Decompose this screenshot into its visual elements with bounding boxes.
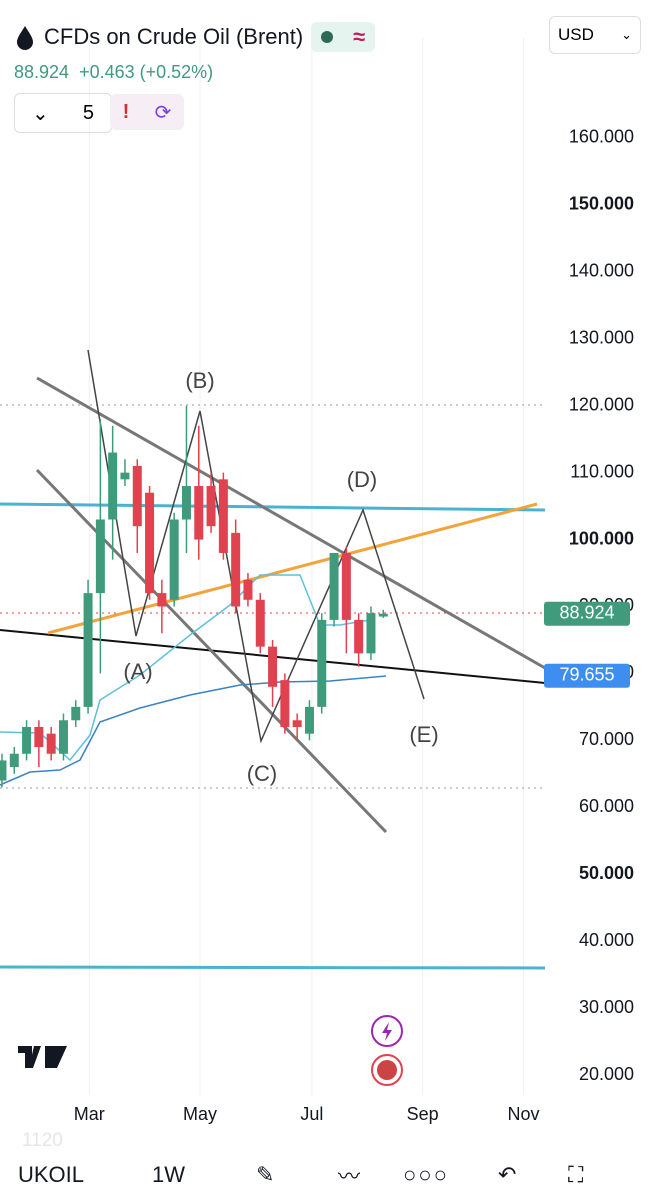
status-badge[interactable]: ≈ xyxy=(311,22,376,52)
price-label-box xyxy=(544,601,630,626)
candle-body xyxy=(0,760,7,781)
horizontal-line xyxy=(0,965,546,970)
candle-body xyxy=(206,486,216,527)
draw-tool[interactable]: ✎ xyxy=(256,1162,275,1187)
candle-body xyxy=(329,552,339,620)
horizontal-line xyxy=(0,502,546,512)
indicators-tool[interactable]: 〰 xyxy=(338,1164,361,1189)
candle-body xyxy=(108,452,118,520)
event-icon-glyph xyxy=(382,1022,392,1041)
candle-body xyxy=(157,593,167,607)
candle-body xyxy=(218,479,228,553)
more-button[interactable]: ○○○ xyxy=(403,1162,449,1187)
wave-label: (B) xyxy=(185,368,214,393)
x-tick-label: May xyxy=(183,1104,217,1124)
candle-body xyxy=(95,519,105,594)
candle-body xyxy=(194,486,204,540)
candle-body xyxy=(9,753,19,768)
indicators-toggle[interactable]: ⌄ 5 xyxy=(14,93,112,133)
symbol-title: CFDs on Crude Oil (Brent) xyxy=(44,24,304,49)
quote: 88.924 +0.463 (+0.52%) xyxy=(14,62,213,83)
interval-button[interactable]: 1W xyxy=(152,1162,185,1187)
logo xyxy=(18,1046,67,1068)
undo-button[interactable]: ↶ xyxy=(498,1162,517,1187)
candle-body xyxy=(34,726,44,748)
indicator-count: 5 xyxy=(82,101,94,124)
candle-body xyxy=(83,593,93,707)
candle-body xyxy=(317,619,327,707)
candle-body xyxy=(366,613,376,654)
candle-body xyxy=(341,552,351,620)
fullscreen-button[interactable]: ⛶ xyxy=(568,1162,584,1187)
flag-icon xyxy=(377,1060,397,1080)
y-tick-label: 70.000 xyxy=(579,729,634,749)
y-tick-label: 140.000 xyxy=(569,261,634,281)
y-tick-label: 30.000 xyxy=(579,997,634,1017)
candle-body xyxy=(120,472,130,480)
y-tick-label: 110.000 xyxy=(570,461,634,481)
y-tick-label: 100.000 xyxy=(569,528,634,548)
wave-label: (C) xyxy=(247,761,278,786)
candle-body xyxy=(22,726,32,754)
moving-average xyxy=(0,574,371,762)
symbol-button[interactable]: UKOIL xyxy=(18,1162,85,1187)
candle-body xyxy=(181,486,191,520)
y-tick-label: 120.000 xyxy=(569,394,634,414)
candle-body xyxy=(231,532,241,607)
wave-label: (A) xyxy=(123,659,152,684)
y-tick-label: 20.000 xyxy=(579,1064,634,1084)
wave-label: (D) xyxy=(347,467,378,492)
last-price: 88.924 xyxy=(14,62,70,82)
candle-body xyxy=(58,720,68,754)
bottom-toolbar: UKOIL 1W ✎ 〰 ○○○ ↶ ⛶ xyxy=(0,1150,650,1200)
y-tick-label: 40.000 xyxy=(579,930,634,950)
oil-icon xyxy=(17,26,33,50)
y-tick-label: 130.000 xyxy=(569,328,634,348)
alert-badges[interactable]: ! ⟳ xyxy=(110,94,184,130)
y-tick-label: 60.000 xyxy=(579,796,634,816)
channel-line xyxy=(35,468,388,834)
candle-body xyxy=(268,646,278,687)
candle-body xyxy=(378,613,388,617)
watermark: 1120 xyxy=(22,1130,63,1151)
candle-body xyxy=(255,599,265,647)
candle-body xyxy=(304,706,314,734)
price-label-box xyxy=(544,663,630,688)
price-label: 88.924 xyxy=(559,602,614,622)
candle-body xyxy=(145,492,155,594)
candle-body xyxy=(169,519,179,600)
candle-body xyxy=(132,465,142,527)
y-tick-label: 160.000 xyxy=(569,127,634,147)
price-change: +0.463 (+0.52%) xyxy=(79,62,214,82)
trend-line xyxy=(47,502,538,635)
channel-line xyxy=(36,376,546,670)
x-tick-label: Nov xyxy=(507,1104,539,1124)
candle-body xyxy=(243,579,253,600)
candle-body xyxy=(354,619,364,654)
candle-body xyxy=(280,680,290,727)
price-label: 79.655 xyxy=(559,664,614,684)
currency: USD xyxy=(558,25,594,44)
currency-select[interactable]: USD ⌄ xyxy=(549,16,641,54)
candle-body xyxy=(71,706,81,721)
candle-body xyxy=(292,720,302,727)
candle-body xyxy=(46,733,56,754)
x-tick-label: Jul xyxy=(300,1104,323,1124)
wave-path xyxy=(87,349,425,744)
y-tick-label: 50.000 xyxy=(579,863,634,883)
x-tick-label: Mar xyxy=(74,1104,105,1124)
moving-average xyxy=(0,675,387,786)
symbol-header[interactable]: CFDs on Crude Oil (Brent) ≈ xyxy=(14,22,376,52)
x-tick-label: Sep xyxy=(407,1104,439,1124)
wave-label: (E) xyxy=(409,722,438,747)
y-tick-label: 150.000 xyxy=(569,194,634,214)
